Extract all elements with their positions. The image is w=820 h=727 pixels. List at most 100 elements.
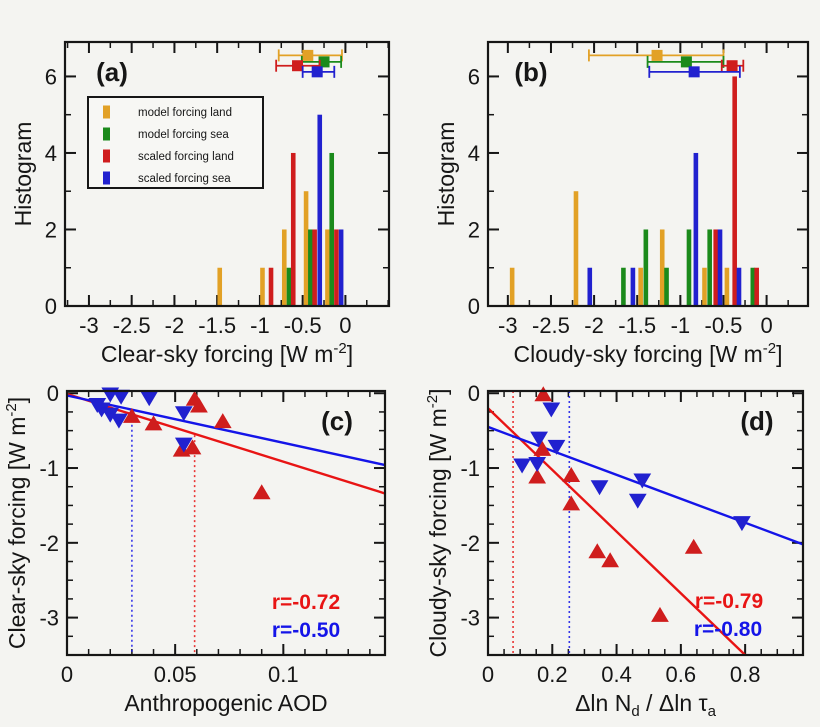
scatter-point — [183, 439, 202, 455]
panel-a: -3 -2.5 -2 -1.5 -1 -0.5 0 0 2 4 6 Clear-sky forcing… — [10, 40, 391, 367]
scatter-point — [530, 431, 548, 447]
x-tick-label: -2 — [584, 313, 604, 338]
scatter-point — [110, 413, 128, 429]
histogram-bar — [329, 152, 335, 306]
x-tick-label: 0.4 — [601, 662, 632, 687]
x-tick-label: 0.2 — [537, 662, 568, 687]
x-tick-label: -2.5 — [113, 313, 151, 338]
x-axis-label: Δln Nd / Δln τa — [575, 690, 717, 720]
legend-swatch — [103, 105, 110, 119]
reference-vlines — [512, 391, 571, 654]
scatter-point — [174, 406, 193, 422]
y-tick-label: 0 — [468, 381, 480, 406]
correlation-label: r=-0.72 — [272, 591, 340, 614]
x-tick-label: 0.6 — [666, 662, 697, 687]
errorbar-mean-square — [292, 60, 304, 72]
legend-label: model forcing land — [138, 107, 232, 119]
legend-swatch — [103, 127, 110, 141]
legend-swatch — [103, 171, 110, 185]
correlation-label: r=-0.50 — [272, 619, 340, 642]
y-tick-label: 4 — [45, 141, 57, 166]
histogram-bar — [317, 114, 323, 307]
scatter-points — [88, 387, 271, 500]
histogram-bar — [217, 267, 223, 306]
histogram-bar — [509, 267, 515, 306]
scatter-point — [733, 516, 751, 532]
y-tick-label: 2 — [468, 217, 480, 242]
trend-line — [487, 425, 804, 546]
y-tick-label: -3 — [39, 606, 59, 631]
y-tick-label: 4 — [468, 141, 480, 166]
x-tick-label: 0.05 — [154, 662, 197, 687]
y-axis-label: Histogram — [433, 122, 459, 227]
x-tick-label: 0 — [339, 313, 351, 338]
errorbar-mean-square — [311, 66, 323, 78]
scatter-point — [651, 606, 669, 622]
histogram-bar — [286, 267, 292, 306]
correlation-label: r=-0.80 — [694, 618, 762, 641]
scatter-point — [123, 407, 141, 423]
panel-c: r=-0.72 r=-0.50 0 0.05 0.1 0 -1 -2 -3 Anthropogen… — [3, 381, 387, 716]
plot-frame — [486, 389, 805, 657]
x-tick-label: 0.8 — [730, 662, 761, 687]
panel-letter: (c) — [321, 406, 353, 436]
trend-line — [66, 394, 386, 467]
x-axis-label: Clear-sky forcing [W m-2] — [101, 340, 353, 367]
y-tick-label: 0 — [47, 381, 59, 406]
x-tick-label: -0.5 — [284, 313, 322, 338]
x-tick-label: -1 — [250, 313, 270, 338]
errorbar-mean-square — [688, 66, 700, 78]
histogram-bar — [643, 229, 649, 306]
errorbar-mean-square — [726, 60, 738, 72]
legend-label: scaled forcing land — [138, 151, 234, 163]
x-tick-label: 0 — [61, 662, 73, 687]
scatter-point — [542, 402, 561, 418]
y-tick-label: -2 — [460, 531, 480, 556]
histogram-bar — [659, 229, 665, 306]
legend-swatch — [103, 149, 110, 163]
histogram-bar — [587, 267, 593, 306]
scatter-point — [547, 439, 566, 455]
histogram-bar — [707, 229, 712, 306]
y-tick-label: 0 — [45, 294, 57, 319]
x-tick-label: -1 — [671, 313, 691, 338]
x-tick-label: -0.5 — [705, 313, 743, 338]
x-tick-label: -1.5 — [198, 313, 236, 338]
scatter-point — [528, 457, 547, 473]
y-tick-label: -3 — [460, 606, 480, 631]
mean-errorbars — [275, 49, 343, 78]
histogram-bar — [664, 267, 669, 306]
y-tick-label: -1 — [39, 456, 59, 481]
panel-b: -3 -2.5 -2 -1.5 -1 -0.5 0 0 2 4 6 Cloudy-sky forcin… — [433, 40, 810, 367]
scatter-point — [588, 543, 607, 559]
histogram-bar — [268, 267, 274, 306]
histogram-bar — [303, 191, 309, 306]
panel-letter: (d) — [740, 406, 773, 436]
plot-frame — [486, 40, 810, 308]
histogram-bar — [290, 152, 296, 306]
correlation-label: r=-0.79 — [695, 590, 763, 613]
y-tick-label: 6 — [468, 64, 480, 89]
y-tick-label: 0 — [468, 294, 480, 319]
y-tick-label: -1 — [460, 456, 480, 481]
scatter-point — [590, 480, 609, 496]
histogram-bars — [509, 76, 759, 306]
y-tick-label: -2 — [39, 531, 59, 556]
scatter-point — [144, 415, 163, 431]
x-tick-label: 0 — [760, 313, 772, 338]
x-tick-label: -2 — [165, 313, 185, 338]
histogram-bar — [717, 229, 723, 306]
scatter-point — [252, 484, 271, 500]
y-axis-label: Clear-sky forcing [W m-2] — [3, 397, 30, 649]
plot-frame — [63, 40, 391, 308]
histogram-bar — [702, 267, 707, 306]
scatter-point — [684, 538, 703, 554]
histogram-bar — [338, 229, 344, 306]
x-tick-label: -3 — [79, 313, 99, 338]
errorbar-mean-square — [651, 49, 663, 61]
histogram-bar — [754, 267, 759, 306]
histogram-bar — [732, 76, 737, 306]
histogram-bar — [334, 229, 339, 306]
reference-vlines — [131, 409, 196, 654]
histogram-bar — [724, 267, 730, 306]
